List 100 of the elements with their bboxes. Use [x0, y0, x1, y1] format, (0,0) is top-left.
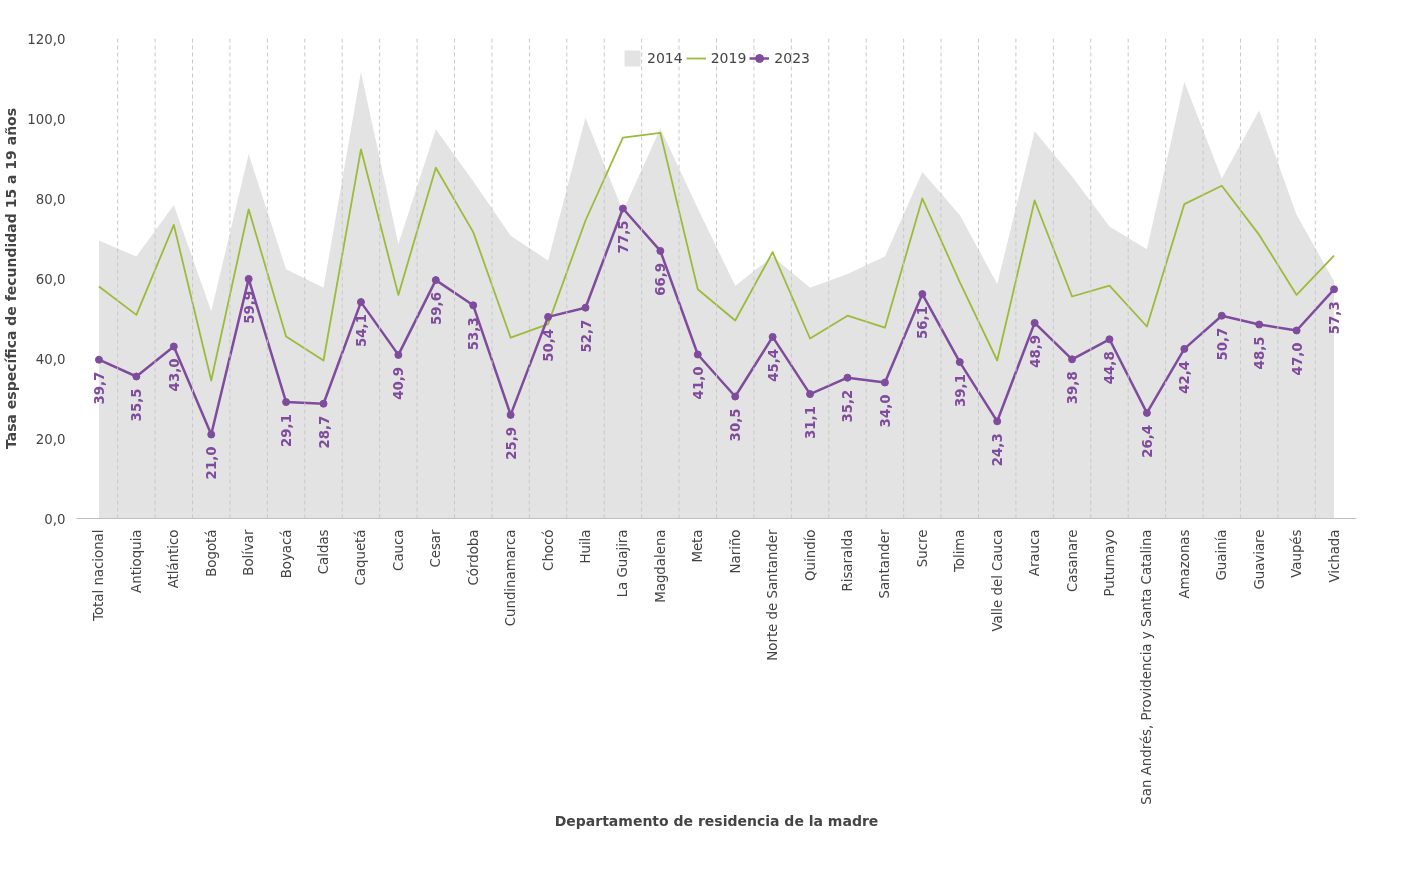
data-label: 39,7: [91, 371, 107, 405]
x-tick-label: Total nacional: [91, 529, 107, 622]
data-label: 77,5: [615, 220, 631, 254]
x-tick-label: Cauca: [390, 529, 406, 571]
point: [693, 350, 702, 359]
point: [132, 372, 141, 381]
data-label: 66,9: [653, 262, 669, 296]
data-label: 50,4: [541, 328, 557, 362]
x-tick-label: Caldas: [316, 529, 332, 575]
point: [731, 392, 740, 401]
data-label: 52,7: [578, 319, 594, 353]
legend-label: 2023: [774, 50, 810, 66]
data-label: 28,7: [316, 415, 332, 449]
point: [955, 358, 964, 367]
data-label: 35,5: [129, 388, 145, 422]
legend-label: 2019: [710, 50, 747, 66]
data-label: 26,4: [1139, 424, 1155, 458]
point: [94, 355, 103, 364]
x-tick-label: Caquetá: [353, 529, 369, 586]
x-tick-label: Risaralda: [839, 529, 855, 592]
data-label: 42,4: [1177, 360, 1193, 394]
data-label: 41,0: [690, 366, 706, 400]
x-tick-label: San Andrés, Providencia y Santa Catalina: [1139, 529, 1155, 805]
y-tick-label: 100,0: [27, 111, 66, 127]
point: [656, 246, 665, 255]
data-label: 48,9: [1027, 334, 1043, 368]
data-label: 59,6: [428, 292, 444, 325]
point: [544, 312, 553, 321]
data-label: 39,1: [952, 374, 968, 407]
point: [319, 399, 328, 408]
y-tick-label: 120,0: [27, 31, 66, 47]
x-tick-label: Quindío: [802, 529, 818, 581]
point: [1292, 326, 1301, 335]
point: [581, 303, 590, 312]
point: [1330, 285, 1339, 294]
point: [356, 298, 365, 307]
x-tick-label: Putumayo: [1101, 529, 1117, 597]
data-label: 35,2: [840, 389, 856, 423]
y-tick-label: 80,0: [35, 191, 66, 207]
data-label: 40,9: [391, 366, 407, 400]
x-tick-label: Vichada: [1326, 529, 1342, 583]
point: [207, 430, 216, 439]
data-label: 21,0: [204, 446, 220, 480]
point: [431, 276, 440, 285]
x-tick-label: Meta: [690, 529, 706, 563]
point: [1068, 355, 1077, 364]
x-tick-label: Amazonas: [1176, 529, 1192, 599]
point: [918, 290, 927, 299]
data-label: 50,7: [1214, 327, 1230, 361]
x-tick-label: Guainía: [1214, 529, 1230, 581]
x-tick-label: Arauca: [1027, 529, 1043, 577]
x-tick-label: Santander: [877, 528, 893, 599]
x-tick-label: Guaviare: [1251, 529, 1267, 590]
point: [469, 301, 478, 310]
data-label: 47,0: [1289, 342, 1305, 376]
x-tick-label: Vaupés: [1289, 529, 1305, 578]
y-tick-label: 40,0: [35, 351, 66, 367]
point: [506, 410, 515, 419]
point: [1142, 408, 1151, 417]
data-label: 29,1: [279, 414, 295, 447]
data-label: 54,1: [353, 314, 369, 347]
data-label: 56,1: [915, 306, 931, 339]
legend-label: 2014: [647, 50, 683, 66]
data-label: 53,3: [466, 317, 482, 351]
x-tick-label: Nariño: [727, 529, 743, 574]
y-tick-label: 60,0: [35, 271, 66, 287]
point: [1105, 335, 1114, 344]
x-tick-label: Huila: [578, 529, 594, 564]
point: [1255, 320, 1264, 329]
point: [768, 332, 777, 341]
x-tick-label: Bolívar: [241, 528, 257, 576]
data-label: 43,0: [166, 358, 182, 392]
y-axis-title: Tasa específica de fecundidad 15 a 19 años: [3, 107, 20, 450]
y-tick-label: 20,0: [35, 431, 66, 447]
point: [282, 398, 291, 407]
data-label: 57,3: [1327, 301, 1343, 335]
data-label: 30,5: [728, 408, 744, 442]
x-tick-label: Atlántico: [166, 529, 182, 589]
data-label: 34,0: [877, 394, 893, 428]
x-tick-label: Cundinamarca: [503, 529, 519, 627]
y-tick-label: 0,0: [44, 511, 66, 527]
data-label: 48,5: [1252, 336, 1268, 370]
x-tick-label: Bogotá: [203, 529, 219, 577]
x-tick-label: Norte de Santander: [765, 528, 781, 661]
x-tick-label: La Guajira: [615, 529, 631, 598]
point: [394, 350, 403, 359]
point: [244, 274, 253, 283]
point: [843, 373, 852, 382]
data-label: 24,3: [990, 433, 1006, 467]
data-label: 39,8: [1065, 371, 1081, 405]
data-label: 25,9: [503, 426, 519, 460]
x-tick-label: Chocó: [540, 529, 556, 571]
x-tick-label: Córdoba: [465, 529, 481, 586]
data-label: 31,1: [803, 406, 819, 439]
point: [1217, 311, 1226, 320]
point: [806, 390, 815, 399]
point: [1030, 318, 1039, 327]
x-tick-label: Casanare: [1064, 529, 1080, 593]
point: [169, 342, 178, 351]
point: [1180, 344, 1189, 353]
